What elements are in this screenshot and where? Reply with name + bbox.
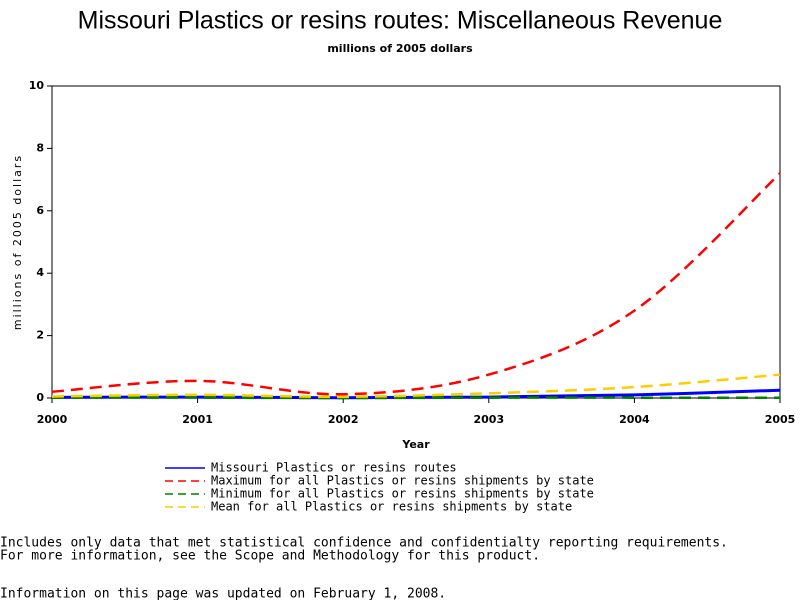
x-tick-label: 2003 xyxy=(473,413,504,426)
legend-label: Missouri Plastics or resins routes xyxy=(211,461,457,475)
note: For more information, see the Scope and … xyxy=(0,549,540,564)
legend-label: Maximum for all Plastics or resins shipm… xyxy=(211,474,594,488)
y-tick-label: 0 xyxy=(36,391,44,404)
chart-title: Missouri Plastics or resins routes: Misc… xyxy=(78,7,723,35)
legend-label: Minimum for all Plastics or resins shipm… xyxy=(211,487,594,501)
x-tick-label: 2005 xyxy=(765,413,796,426)
series-line xyxy=(51,172,781,396)
plot-frame xyxy=(51,85,781,399)
y-tick-label: 2 xyxy=(36,329,44,342)
legend-label: Mean for all Plastics or resins shipment… xyxy=(211,500,572,514)
note: Includes only data that met statistical … xyxy=(0,536,728,551)
x-tick-label: 2004 xyxy=(619,413,650,426)
series-line xyxy=(51,373,781,399)
y-tick-label: 4 xyxy=(36,266,44,279)
x-tick-label: 2002 xyxy=(328,413,359,426)
x-tick-label: 2001 xyxy=(182,413,213,426)
chart-subtitle: millions of 2005 dollars xyxy=(327,42,473,55)
y-tick-label: 6 xyxy=(36,204,44,217)
y-tick-label: 10 xyxy=(29,79,45,92)
note: Information on this page was updated on … xyxy=(0,587,446,600)
y-tick-label: 8 xyxy=(36,141,44,154)
y-axis-label: millions of 2005 dollars xyxy=(11,154,24,330)
x-tick-label: 2000 xyxy=(37,413,68,426)
x-axis-label: Year xyxy=(401,438,430,451)
